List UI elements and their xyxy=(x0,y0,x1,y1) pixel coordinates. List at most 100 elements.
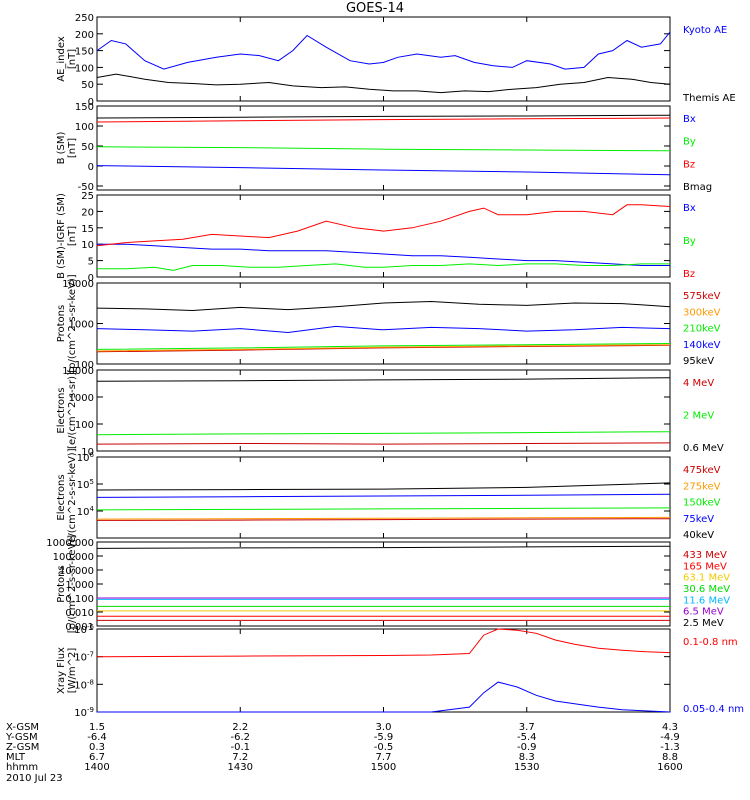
ytick-label: 106 xyxy=(77,451,95,464)
axis-row-value: 6.7 xyxy=(89,752,105,763)
ytick-label: 100 xyxy=(75,63,94,74)
ytick-label: 100 xyxy=(75,420,94,431)
ytick-label: 0.001 xyxy=(65,622,94,633)
legend-label: 11.6 MeV xyxy=(683,595,730,606)
panel-2-ylabel: [nT] xyxy=(67,138,78,158)
axis-row-value: 1.5 xyxy=(89,722,105,733)
panel-6-ylabel: [e/(cm^2-s-sr-keV)] xyxy=(67,448,78,546)
series-line-bz xyxy=(96,117,671,123)
panel-1-frame xyxy=(96,16,671,102)
panel-7-ylabel: Protons xyxy=(56,565,67,602)
axis-row-label: MLT xyxy=(6,752,26,763)
ytick-label: 200 xyxy=(75,30,94,41)
ytick-label: 0 xyxy=(88,97,94,108)
axis-row-value: 0.3 xyxy=(89,742,105,753)
axis-row-value: 1430 xyxy=(228,762,253,773)
panel-1-ylabel: AE_index xyxy=(56,36,67,82)
axis-row-value: 1530 xyxy=(514,762,539,773)
ytick-label: 150 xyxy=(75,102,94,113)
panel-3-frame xyxy=(96,194,671,278)
panel-1-ylabel: [nT] xyxy=(67,49,78,69)
ytick-label: 105 xyxy=(77,478,94,491)
ytick-label: 0.100 xyxy=(65,594,94,605)
series-line-kyoto-ae xyxy=(96,31,671,70)
legend-label: 0.1-0.8 nm xyxy=(683,637,738,648)
panel-4-ylabel: Protons xyxy=(56,305,67,342)
panel-4-frame xyxy=(96,282,671,365)
axis-row-value: 8.8 xyxy=(662,752,678,763)
legend-label: Bz xyxy=(683,159,695,170)
ytick-label: 0 xyxy=(88,162,94,173)
series-line-275kev xyxy=(96,516,671,520)
series-line-2-mev xyxy=(96,431,671,436)
axis-row-value: -5.4 xyxy=(517,732,537,743)
ytick-label: -50 xyxy=(78,182,94,193)
panel-8-frame xyxy=(96,628,671,713)
axis-row-value: -1.3 xyxy=(660,742,680,753)
ytick-label: 10 xyxy=(81,240,94,251)
series-line-95kev xyxy=(96,300,671,312)
legend-label: 0.05-0.4 nm xyxy=(683,704,744,715)
panel-8-ylabel: Xray Flux xyxy=(56,647,67,694)
axis-row-value: 3.0 xyxy=(376,722,392,733)
ytick-label: 1000.000 xyxy=(46,538,94,549)
ytick-label: 100 xyxy=(75,360,94,371)
ytick-label: 50 xyxy=(81,80,94,91)
axis-row-value: -5.9 xyxy=(374,732,394,743)
panel-6-ylabel: Electrons xyxy=(56,474,67,520)
axis-row-value: 7.7 xyxy=(376,752,392,763)
legend-label: 95keV xyxy=(683,356,714,367)
series-line-4-mev xyxy=(96,442,671,445)
panel-5-ylabel: Electrons xyxy=(56,387,67,433)
ytick-label: 100.000 xyxy=(53,552,94,563)
legend-label: 165 MeV xyxy=(683,561,727,572)
ytick-label: 100 xyxy=(75,122,94,133)
axis-row-value: -6.2 xyxy=(230,732,250,743)
series-line-themis-ae xyxy=(96,73,671,94)
ytick-label: 1.000 xyxy=(65,580,94,591)
ytick-label: 10-8 xyxy=(74,678,94,691)
panel-3-ylabel: [nT] xyxy=(67,226,78,246)
axis-row-value: -0.1 xyxy=(230,742,250,753)
panel-2-ylabel: B (SM) xyxy=(56,131,67,164)
series-line-0-6-mev xyxy=(96,377,671,382)
axis-row-label: hhmm xyxy=(6,762,38,773)
series-line-by xyxy=(97,263,670,271)
series-line-bx xyxy=(96,165,671,176)
legend-label: 575keV xyxy=(683,291,721,302)
legend-label: 30.6 MeV xyxy=(683,584,730,595)
ytick-label: 10000 xyxy=(62,279,94,290)
legend-label: 150keV xyxy=(683,498,721,509)
axis-row-value: 4.3 xyxy=(662,722,678,733)
legend-label: By xyxy=(683,236,696,247)
ytick-label: 250 xyxy=(75,13,94,24)
panel-5-frame xyxy=(96,369,671,452)
series-line-575kev xyxy=(96,344,671,353)
date-label: 2010 Jul 23 xyxy=(6,773,63,784)
series-line-475kev xyxy=(96,518,671,521)
axis-row-value: 1400 xyxy=(84,762,109,773)
axis-row-value: 1600 xyxy=(657,762,682,773)
ytick-label: 1000 xyxy=(69,320,94,331)
series-line-150kev xyxy=(96,507,671,511)
ytick-label: 150 xyxy=(75,47,94,58)
axis-row-value: -6.4 xyxy=(87,732,107,743)
series-line-bz xyxy=(96,204,671,247)
legend-label: 475keV xyxy=(683,465,721,476)
legend-label: 275keV xyxy=(683,481,721,492)
axis-row-value: -0.9 xyxy=(517,742,537,753)
legend-label: 140keV xyxy=(683,340,721,351)
legend-label: 433 MeV xyxy=(683,550,727,561)
legend-label: 2 MeV xyxy=(683,411,714,422)
axis-row-label: X-GSM xyxy=(6,722,39,733)
ytick-label: 104 xyxy=(77,505,95,518)
ytick-label: 10 xyxy=(81,447,94,458)
axis-row-value: 1500 xyxy=(371,762,396,773)
legend-label: 210keV xyxy=(683,324,721,335)
axis-row-label: Y-GSM xyxy=(5,732,38,743)
ytick-label: 15 xyxy=(81,224,94,235)
series-line-40kev xyxy=(96,482,671,491)
series-line-210kev xyxy=(96,343,671,350)
ytick-label: 10.000 xyxy=(59,566,94,577)
figure-title: GOES-14 xyxy=(345,1,404,16)
